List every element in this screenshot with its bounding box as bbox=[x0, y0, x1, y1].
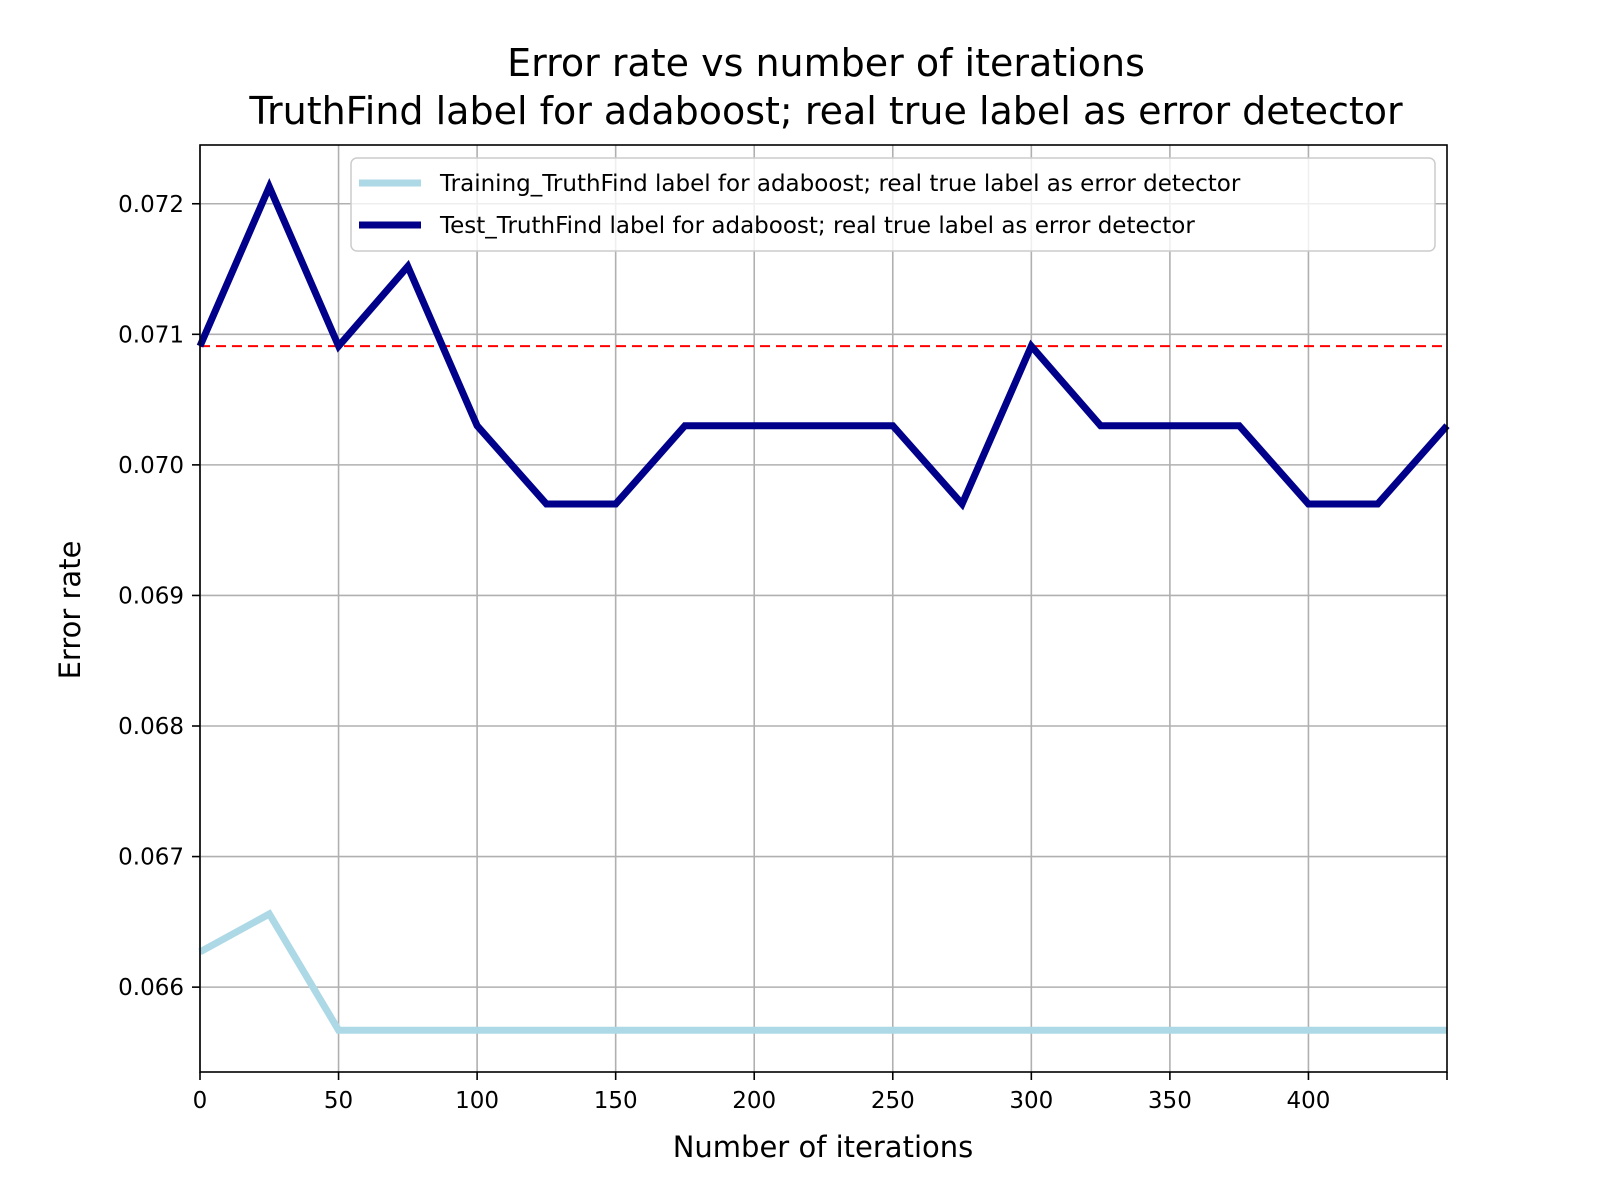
x-tick-label: 250 bbox=[871, 1088, 915, 1114]
y-tick-label: 0.066 bbox=[118, 975, 184, 1001]
x-tick-label: 350 bbox=[1148, 1088, 1192, 1114]
chart-title: Error rate vs number of iterations bbox=[507, 41, 1145, 85]
y-tick-label: 0.070 bbox=[118, 453, 184, 479]
x-tick-label: 50 bbox=[324, 1088, 353, 1114]
y-tick-label: 0.067 bbox=[118, 845, 184, 871]
x-tick-label: 150 bbox=[594, 1088, 638, 1114]
x-axis-title: Number of iterations bbox=[673, 1130, 974, 1164]
series-line-test bbox=[196, 178, 1450, 511]
legend: Training_TruthFind label for adaboost; r… bbox=[350, 157, 1436, 252]
y-tick-label: 0.071 bbox=[118, 322, 184, 348]
axis-ticks: 0 50 100 150 200 250 300 350 400 0.066 0.067 0.068 0… bbox=[118, 192, 1448, 1114]
x-tick-label: 400 bbox=[1286, 1088, 1330, 1114]
legend-label-training: Training_TruthFind label for adaboost; r… bbox=[439, 171, 1241, 197]
plot-area-frame bbox=[199, 144, 1448, 1073]
grid-lines bbox=[199, 145, 1447, 1072]
series-line-training bbox=[198, 909, 1447, 1034]
y-tick-label: 0.072 bbox=[118, 192, 184, 218]
x-tick-label: 100 bbox=[455, 1088, 499, 1114]
x-tick-label: 200 bbox=[732, 1088, 776, 1114]
x-tick-label: 300 bbox=[1009, 1088, 1053, 1114]
legend-label-test: Test_TruthFind label for adaboost; real … bbox=[439, 213, 1195, 239]
chart-subtitle: TruthFind label for adaboost; real true … bbox=[248, 89, 1403, 133]
series-lines bbox=[196, 178, 1450, 1034]
y-tick-label: 0.068 bbox=[118, 714, 184, 740]
y-axis-title: Error rate bbox=[53, 541, 87, 680]
legend-box bbox=[350, 157, 1436, 252]
y-tick-label: 0.069 bbox=[118, 583, 184, 609]
x-tick-label: 0 bbox=[193, 1088, 208, 1114]
